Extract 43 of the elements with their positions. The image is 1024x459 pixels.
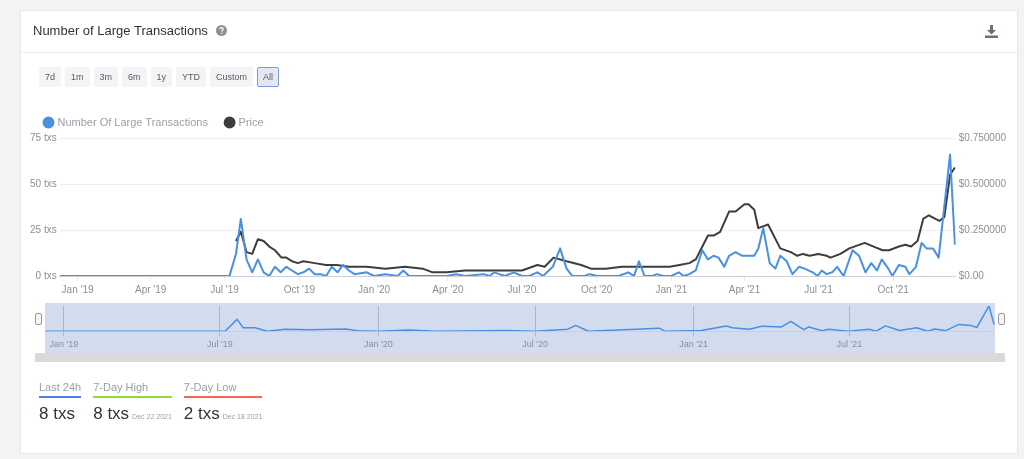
text: 8 txs: [93, 404, 130, 424]
text: 3m: [93, 67, 119, 87]
y-tick-label: 0 txs: [35, 269, 57, 281]
chart-title: Number of Large Transactions: [33, 23, 208, 38]
x-tick-label: Jan '20: [363, 339, 393, 350]
text: 7d: [39, 67, 62, 87]
x-tick-label: Jul '19: [206, 339, 233, 350]
text: YTD: [176, 67, 207, 87]
y2-tick-label: $0.250000: [958, 223, 1007, 235]
y-tick-label: 75 txs: [29, 131, 57, 143]
text: 7-Day High: [93, 381, 150, 395]
x-tick-label: Jan '21: [655, 283, 688, 295]
x-tick-label: Jul '20: [507, 283, 537, 295]
x-tick-label: Jan '21: [679, 339, 708, 350]
x-tick-label: Jul '19: [210, 283, 240, 295]
x-tick-label: Apr '19: [134, 283, 167, 295]
y2-tick-label: $0.750000: [958, 131, 1007, 143]
x-tick-label: Jul '21: [804, 283, 834, 295]
x-tick-label: Jan '19: [49, 339, 79, 350]
x-tick-label: Oct '20: [580, 283, 613, 295]
text: 6m: [122, 67, 147, 87]
legend-label: Number Of Large Transactions: [57, 115, 209, 128]
x-tick-label: Oct '21: [877, 283, 910, 295]
x-tick-label: Apr '21: [728, 283, 761, 295]
x-tick-label: Jan '19: [61, 283, 94, 295]
text: Last 24h: [39, 381, 82, 395]
x-tick-label: Jan '20: [358, 283, 391, 295]
x-tick-label: Oct '19: [283, 283, 316, 295]
x-tick-label: Jul '20: [522, 339, 548, 350]
text: 1m: [65, 67, 90, 87]
text: 1y: [150, 67, 173, 87]
x-tick-label: Apr '20: [432, 283, 465, 295]
y-tick-label: 25 txs: [29, 223, 57, 235]
text: Custom: [210, 67, 254, 87]
legend-label: Price: [238, 115, 264, 128]
y-tick-label: 50 txs: [29, 177, 57, 189]
text: 7-Day Low: [183, 381, 238, 395]
text: All: [257, 67, 280, 87]
text: 8 txs: [39, 404, 75, 424]
text: 2 txs: [183, 404, 220, 424]
y2-tick-label: $0.500000: [958, 177, 1007, 189]
y2-tick-label: $0.00: [958, 269, 985, 281]
x-tick-label: Jul '21: [836, 339, 863, 350]
